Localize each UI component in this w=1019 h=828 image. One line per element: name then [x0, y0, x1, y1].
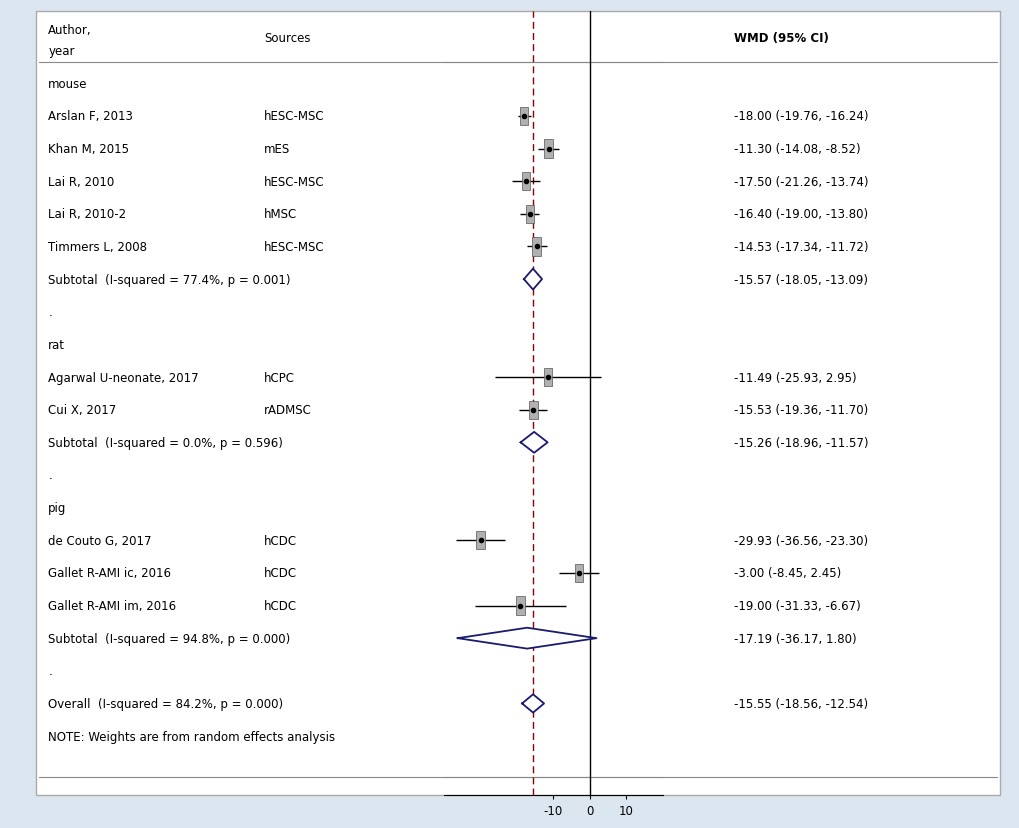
Bar: [520, 108, 528, 126]
Text: pig: pig: [48, 502, 66, 514]
Text: -15.53 (-19.36, -11.70): -15.53 (-19.36, -11.70): [734, 404, 867, 416]
Text: Subtotal  (I-squared = 0.0%, p = 0.596): Subtotal (I-squared = 0.0%, p = 0.596): [48, 436, 283, 450]
Text: WMD (95% CI): WMD (95% CI): [734, 32, 828, 45]
Text: hCPC: hCPC: [264, 371, 294, 384]
Text: rADMSC: rADMSC: [264, 404, 312, 416]
Bar: [574, 564, 583, 582]
Bar: [528, 401, 537, 419]
Text: Sources: Sources: [264, 32, 310, 45]
Polygon shape: [522, 695, 543, 713]
Text: .: .: [48, 469, 52, 482]
Text: -17.19 (-36.17, 1.80): -17.19 (-36.17, 1.80): [734, 632, 856, 645]
Text: hCDC: hCDC: [264, 599, 297, 612]
Text: -18.00 (-19.76, -16.24): -18.00 (-19.76, -16.24): [734, 110, 867, 123]
Text: NOTE: Weights are from random effects analysis: NOTE: Weights are from random effects an…: [48, 729, 335, 743]
Text: Lai R, 2010-2: Lai R, 2010-2: [48, 208, 126, 221]
Text: -11.49 (-25.93, 2.95): -11.49 (-25.93, 2.95): [734, 371, 856, 384]
Text: hCDC: hCDC: [264, 566, 297, 580]
Text: Agarwal U-neonate, 2017: Agarwal U-neonate, 2017: [48, 371, 199, 384]
Text: rat: rat: [48, 339, 65, 351]
Text: -11.30 (-14.08, -8.52): -11.30 (-14.08, -8.52): [734, 143, 860, 156]
Text: mouse: mouse: [48, 78, 88, 90]
Bar: [476, 532, 484, 550]
Text: hCDC: hCDC: [264, 534, 297, 547]
Text: de Couto G, 2017: de Couto G, 2017: [48, 534, 152, 547]
Polygon shape: [458, 628, 596, 649]
Text: hESC-MSC: hESC-MSC: [264, 176, 324, 189]
Text: -15.26 (-18.96, -11.57): -15.26 (-18.96, -11.57): [734, 436, 867, 450]
Text: -17.50 (-21.26, -13.74): -17.50 (-21.26, -13.74): [734, 176, 867, 189]
Text: -14.53 (-17.34, -11.72): -14.53 (-17.34, -11.72): [734, 241, 867, 253]
Text: Subtotal  (I-squared = 94.8%, p = 0.000): Subtotal (I-squared = 94.8%, p = 0.000): [48, 632, 290, 645]
Text: -15.55 (-18.56, -12.54): -15.55 (-18.56, -12.54): [734, 697, 867, 710]
Bar: [543, 368, 551, 387]
Text: .: .: [48, 306, 52, 319]
Text: -15.57 (-18.05, -13.09): -15.57 (-18.05, -13.09): [734, 273, 867, 286]
Text: -16.40 (-19.00, -13.80): -16.40 (-19.00, -13.80): [734, 208, 867, 221]
Text: Khan M, 2015: Khan M, 2015: [48, 143, 129, 156]
Text: Cui X, 2017: Cui X, 2017: [48, 404, 116, 416]
Text: Gallet R-AMI ic, 2016: Gallet R-AMI ic, 2016: [48, 566, 171, 580]
Polygon shape: [520, 432, 547, 453]
Bar: [516, 597, 525, 615]
Bar: [521, 173, 530, 191]
Text: mES: mES: [264, 143, 290, 156]
Text: .: .: [48, 665, 52, 677]
Text: -29.93 (-36.56, -23.30): -29.93 (-36.56, -23.30): [734, 534, 867, 547]
Text: Subtotal  (I-squared = 77.4%, p = 0.001): Subtotal (I-squared = 77.4%, p = 0.001): [48, 273, 290, 286]
Text: -3.00 (-8.45, 2.45): -3.00 (-8.45, 2.45): [734, 566, 841, 580]
Bar: [525, 205, 534, 224]
Bar: [544, 140, 552, 158]
Text: year: year: [48, 45, 74, 58]
Text: Timmers L, 2008: Timmers L, 2008: [48, 241, 147, 253]
Bar: [532, 238, 541, 257]
Polygon shape: [524, 269, 541, 290]
Text: Author,: Author,: [48, 24, 92, 36]
Text: Gallet R-AMI im, 2016: Gallet R-AMI im, 2016: [48, 599, 176, 612]
Text: Overall  (I-squared = 84.2%, p = 0.000): Overall (I-squared = 84.2%, p = 0.000): [48, 697, 283, 710]
Text: hMSC: hMSC: [264, 208, 297, 221]
Text: hESC-MSC: hESC-MSC: [264, 241, 324, 253]
Text: hESC-MSC: hESC-MSC: [264, 110, 324, 123]
Text: -19.00 (-31.33, -6.67): -19.00 (-31.33, -6.67): [734, 599, 860, 612]
Text: Arslan F, 2013: Arslan F, 2013: [48, 110, 133, 123]
Text: Lai R, 2010: Lai R, 2010: [48, 176, 114, 189]
